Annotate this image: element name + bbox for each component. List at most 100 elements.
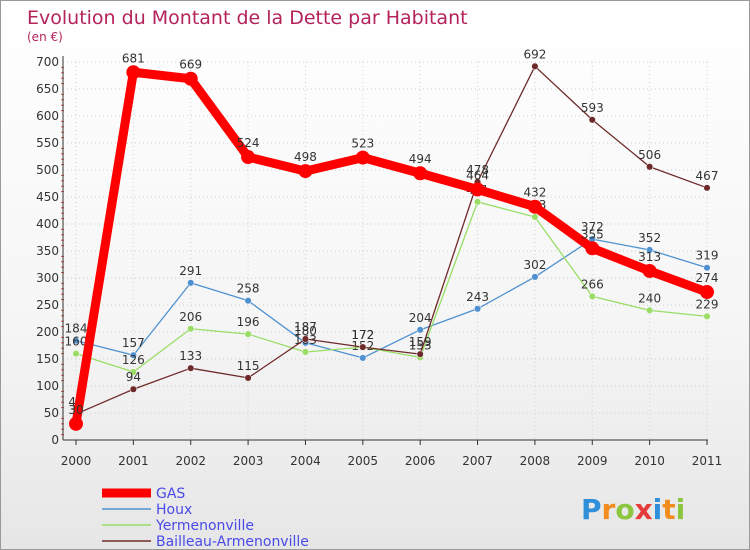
data-label: 243: [466, 290, 489, 304]
series-line: [75, 65, 708, 415]
x-tick-label: 2002: [175, 454, 206, 468]
data-point: [129, 351, 137, 359]
x-tick-label: 2004: [290, 454, 321, 468]
legend-label: Houx: [156, 502, 192, 518]
data-point: [531, 273, 539, 281]
data-label: 681: [122, 51, 145, 65]
data-label: 498: [294, 150, 317, 164]
y-tick-label: 250: [36, 298, 59, 312]
y-tick-label: 400: [36, 217, 59, 231]
data-label: 258: [237, 282, 260, 296]
data-point: [244, 330, 252, 338]
x-tick-label: 2010: [634, 454, 665, 468]
data-label: 291: [179, 264, 202, 278]
data-point: [72, 350, 80, 358]
y-tick-label: 300: [36, 271, 59, 285]
data-label: 94: [126, 370, 141, 384]
y-tick-label: 200: [36, 325, 59, 339]
data-point: [72, 337, 80, 345]
data-point: [129, 385, 137, 393]
data-label: 206: [179, 310, 202, 324]
logo-letter: r: [602, 493, 616, 526]
data-label: 204: [409, 311, 432, 325]
data-point: [187, 364, 195, 372]
data-point: [646, 163, 654, 171]
data-label: 153: [409, 338, 432, 352]
data-label: 494: [409, 152, 432, 166]
x-tick-label: 2007: [462, 454, 493, 468]
data-label: 478: [466, 163, 489, 177]
data-point: [416, 326, 424, 334]
data-label: 229: [696, 297, 719, 311]
data-label: 669: [179, 58, 202, 72]
data-label: 115: [237, 359, 260, 373]
data-label: 187: [294, 320, 317, 334]
data-point: [359, 343, 367, 351]
data-point: [69, 416, 83, 431]
data-label: 30: [68, 403, 83, 417]
data-label: 302: [523, 258, 546, 272]
data-label: 464: [466, 168, 489, 182]
data-label: 372: [581, 220, 604, 234]
data-point: [588, 116, 596, 124]
data-label: 274: [696, 271, 719, 285]
data-label: 159: [409, 335, 432, 349]
data-label: 524: [237, 136, 260, 150]
series-houx: 184157291258180152204243302372352319: [65, 220, 718, 362]
data-point: [642, 263, 657, 278]
data-label: 240: [638, 291, 661, 305]
y-tick-label: 350: [36, 244, 59, 258]
data-point: [355, 150, 370, 165]
x-tick-label: 2005: [348, 454, 379, 468]
series-line: [71, 67, 712, 429]
data-label: 432: [523, 186, 546, 200]
data-point: [703, 264, 711, 272]
y-tick-label: 100: [36, 379, 59, 393]
data-label: 266: [581, 277, 604, 291]
x-tick-label: 2003: [233, 454, 264, 468]
logo-letter: o: [615, 493, 634, 526]
data-label: 355: [581, 227, 604, 241]
data-label: 180: [294, 324, 317, 338]
data-point: [129, 368, 137, 376]
data-label: 467: [696, 169, 719, 183]
data-label: 160: [65, 335, 88, 349]
data-point: [413, 166, 428, 181]
series-gas: 30 681 669 524 498 523 494 464 432 355 313 274: [68, 51, 718, 431]
data-point: [187, 325, 195, 333]
data-point: [703, 312, 711, 320]
logo-letter: t: [662, 493, 675, 526]
data-label: 506: [638, 148, 661, 162]
legend-label: Bailleau-Armenonville: [156, 534, 309, 549]
data-point: [703, 184, 711, 192]
y-tick-label: 450: [36, 190, 59, 204]
data-point: [588, 292, 596, 300]
logo-letter: P: [581, 493, 602, 526]
data-point: [416, 350, 424, 358]
data-label: 196: [237, 315, 260, 329]
data-point: [126, 65, 141, 80]
y-tick-label: 150: [36, 352, 59, 366]
data-label: 523: [351, 137, 374, 151]
data-point: [527, 199, 542, 214]
series-group: 1841572912581801522042433023723523191601…: [65, 47, 719, 431]
x-tick-label: 2001: [118, 454, 149, 468]
y-tick-label: 500: [36, 163, 59, 177]
y-tick-label: 700: [36, 55, 59, 69]
data-label: 692: [523, 47, 546, 61]
logo-letter: i: [676, 493, 686, 526]
y-tick-label: 650: [36, 82, 59, 96]
data-point: [473, 305, 482, 313]
x-tick-label: 2000: [61, 454, 92, 468]
x-tick-label: 2008: [520, 454, 551, 468]
logo-text: Proxiti: [581, 493, 685, 526]
data-label: 184: [65, 322, 88, 336]
data-point: [470, 182, 485, 197]
data-label: 352: [638, 231, 661, 245]
data-label: 172: [351, 328, 374, 342]
data-label: 593: [581, 101, 604, 115]
data-label: 172: [351, 328, 374, 342]
data-point: [298, 164, 313, 179]
